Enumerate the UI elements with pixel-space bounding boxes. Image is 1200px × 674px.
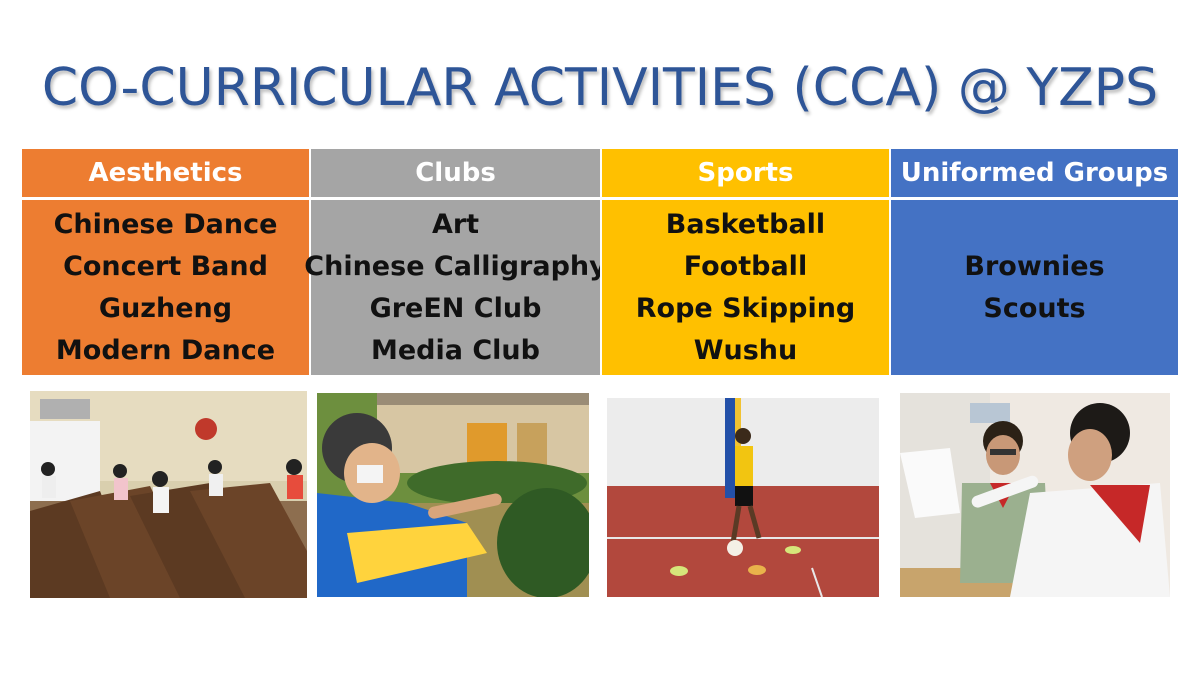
list-item: Rope Skipping [635, 292, 856, 324]
list-item: Chinese Dance [53, 208, 278, 240]
list-item: Football [683, 250, 808, 282]
list-item: GreEN Club [369, 292, 542, 324]
list-item: Concert Band [63, 250, 268, 282]
list-item: Modern Dance [55, 334, 276, 366]
header-clubs: Clubs [311, 149, 600, 200]
list-item: Media Club [370, 334, 540, 366]
list-item: Scouts [983, 292, 1086, 324]
column-aesthetics: Aesthetics Chinese Dance Concert Band Gu… [22, 149, 309, 375]
column-uniformed-groups: Uniformed Groups Brownies Scouts [889, 149, 1178, 375]
list-clubs: Art Chinese Calligraphy GreEN Club Media… [304, 200, 607, 375]
list-item: Wushu [693, 334, 798, 366]
garden-club-photo [317, 393, 589, 597]
photo-strip [30, 391, 1180, 599]
page-title: CO-CURRICULAR ACTIVITIES (CCA) @ YZPS [41, 58, 1159, 118]
list-item: Basketball [665, 208, 826, 240]
column-sports: Sports Basketball Football Rope Skipping… [600, 149, 889, 375]
header-sports: Sports [602, 149, 889, 200]
football-practice-photo [607, 398, 879, 597]
header-uniformed-groups: Uniformed Groups [891, 149, 1178, 200]
list-sports: Basketball Football Rope Skipping Wushu [602, 200, 889, 375]
cca-table: Aesthetics Chinese Dance Concert Band Gu… [22, 149, 1178, 375]
list-aesthetics: Chinese Dance Concert Band Guzheng Moder… [22, 200, 309, 375]
column-clubs: Clubs Art Chinese Calligraphy GreEN Club… [304, 149, 607, 375]
list-item: Art [431, 208, 480, 240]
guzheng-class-photo [30, 391, 307, 598]
list-item: Guzheng [98, 292, 233, 324]
list-item: Brownies [964, 250, 1105, 282]
scouts-photo [900, 393, 1170, 597]
list-uniformed-groups: Brownies Scouts [891, 200, 1178, 375]
list-item: Chinese Calligraphy [304, 250, 607, 282]
header-aesthetics: Aesthetics [22, 149, 309, 200]
